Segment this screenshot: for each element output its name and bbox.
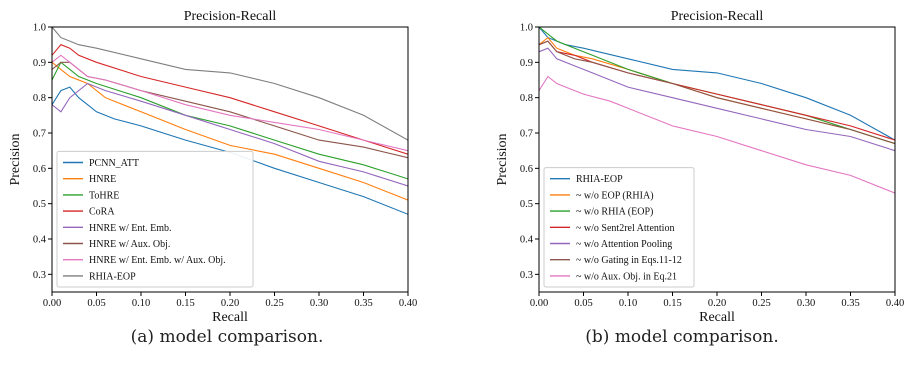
- chart-title: Precision-Recall: [671, 9, 764, 24]
- series-line-1: [52, 61, 408, 201]
- series-line-2: [539, 27, 895, 145]
- legend-label: ~ w/o Gating in Eqs.11-12: [576, 255, 682, 266]
- y-tick-label: 0.9: [520, 58, 533, 69]
- legend-label: HNRE w/ Ent. Emb. w/ Aux. Obj.: [89, 255, 226, 266]
- series-line-3: [539, 40, 895, 141]
- legend-label: RHIA-EOP: [89, 271, 136, 282]
- legend: PCNN_ATT HNRE ToHRE CoRA HNRE w/ Ent. Emb. HN…: [56, 150, 254, 288]
- legend-label: CoRA: [89, 207, 115, 218]
- series-line-3: [52, 44, 408, 155]
- chart-title: Precision-Recall: [184, 9, 277, 24]
- x-tick-label: 0.35: [354, 298, 372, 309]
- series-line-7: [52, 27, 408, 141]
- y-tick-label: 0.7: [520, 129, 533, 140]
- y-tick-label: 0.8: [520, 93, 533, 104]
- x-tick-label: 0.00: [530, 298, 548, 309]
- x-tick-label: 0.40: [886, 298, 904, 309]
- y-tick-label: 0.9: [33, 58, 46, 69]
- x-tick-label: 0.15: [663, 298, 681, 309]
- legend-label: ~ w/o Aux. Obj. in Eq.21: [576, 271, 677, 282]
- series-line-2: [52, 61, 408, 180]
- y-tick-label: 0.6: [520, 164, 533, 175]
- y-tick-label: 0.7: [33, 129, 46, 140]
- x-tick-label: 0.20: [221, 298, 239, 309]
- chart-panel-a: Precision-Recall 0.00 0.05 0.10 0.15 0.20 0.25…: [8, 9, 417, 325]
- y-axis-label: Precision: [8, 133, 23, 185]
- y-tick-label: 1.0: [33, 23, 46, 34]
- x-tick-label: 0.35: [841, 298, 859, 309]
- y-axis-label: Precision: [495, 133, 510, 185]
- legend-box: [56, 150, 254, 288]
- x-tick-label: 0.20: [708, 298, 726, 309]
- series-line-6: [52, 54, 408, 152]
- y-tick-label: 0.8: [33, 93, 46, 104]
- x-tick-label: 0.25: [752, 298, 770, 309]
- series-lines: [539, 27, 895, 194]
- x-tick-label: 0.30: [310, 298, 328, 309]
- x-tick-label: 0.15: [176, 298, 194, 309]
- legend-label: HNRE w/ Aux. Obj.: [89, 239, 170, 250]
- legend: RHIA-EOP ~ w/o EOP (RHIA) ~ w/o RHIA (EOP)…: [543, 167, 695, 288]
- x-tick-label: 0.05: [574, 298, 592, 309]
- x-tick-label: 0.00: [43, 298, 61, 309]
- series-lines: [52, 27, 408, 215]
- x-axis-label: Recall: [212, 310, 248, 325]
- legend-label: ToHRE: [89, 190, 119, 201]
- y-tick-label: 0.5: [33, 199, 46, 210]
- x-tick-label: 0.40: [399, 298, 417, 309]
- legend-label: ~ w/o Sent2rel Attention: [576, 223, 674, 234]
- y-tick-label: 0.4: [33, 235, 47, 246]
- y-tick-label: 0.3: [520, 270, 533, 281]
- x-tick-label: 0.05: [87, 298, 105, 309]
- legend-label: HNRE w/ Ent. Emb.: [89, 223, 172, 234]
- x-axis-label: Recall: [699, 310, 735, 325]
- y-tick-label: 0.5: [520, 199, 533, 210]
- x-tick-label: 0.25: [265, 298, 283, 309]
- legend-label: ~ w/o EOP (RHIA): [576, 190, 654, 201]
- legend-label: ~ w/o RHIA (EOP): [576, 207, 653, 218]
- legend-label: ~ w/o Attention Pooling: [576, 239, 672, 250]
- y-tick-label: 0.3: [33, 270, 46, 281]
- series-line-0: [52, 86, 408, 215]
- caption-b: (b) model comparison.: [585, 327, 779, 347]
- x-tick-label: 0.10: [619, 298, 637, 309]
- series-line-5: [52, 61, 408, 159]
- y-tick-label: 0.4: [520, 235, 534, 246]
- legend-label: PCNN_ATT: [89, 158, 139, 169]
- series-line-6: [539, 75, 895, 194]
- legend-box: [543, 167, 695, 288]
- series-line-0: [539, 27, 895, 141]
- legend-label: HNRE: [89, 174, 116, 185]
- series-line-5: [539, 40, 895, 145]
- legend-label: RHIA-EOP: [576, 174, 623, 185]
- x-tick-label: 0.10: [132, 298, 150, 309]
- x-tick-label: 0.30: [797, 298, 815, 309]
- y-tick-label: 1.0: [520, 23, 533, 34]
- series-line-4: [52, 82, 408, 187]
- caption-a: (a) model comparison.: [130, 327, 324, 347]
- chart-panel-b: Precision-Recall 0.00 0.05 0.10 0.15 0.20 0.25…: [495, 9, 904, 325]
- series-line-4: [539, 47, 895, 152]
- y-tick-label: 0.6: [33, 164, 46, 175]
